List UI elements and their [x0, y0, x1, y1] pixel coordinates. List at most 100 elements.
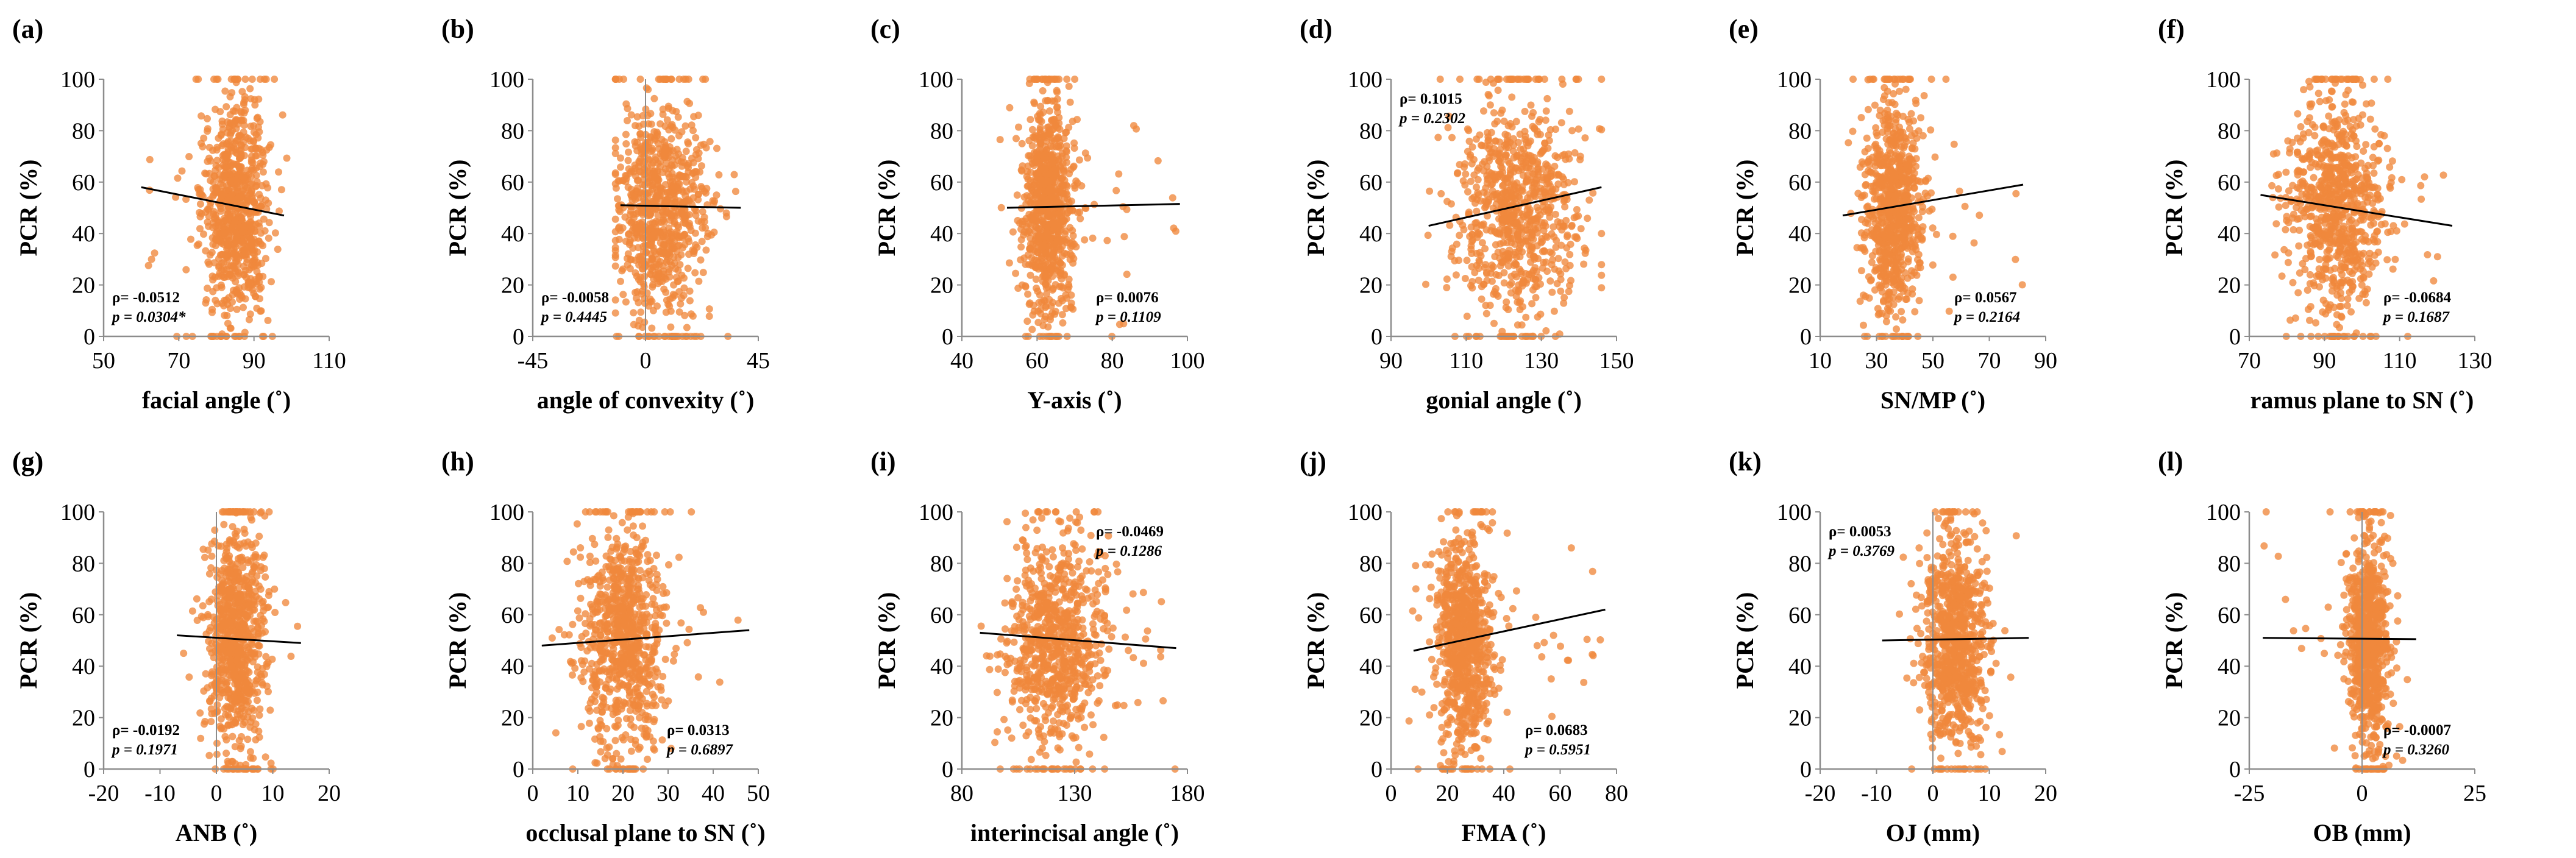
data-point	[1911, 308, 1919, 316]
data-point	[1518, 321, 1526, 329]
data-point	[268, 278, 275, 286]
data-point	[1915, 297, 1923, 305]
data-point	[624, 157, 632, 165]
data-point	[247, 241, 255, 248]
data-point	[1474, 166, 1482, 174]
data-point	[1484, 91, 1492, 98]
data-point	[240, 303, 247, 311]
data-point	[675, 224, 683, 232]
data-point	[2285, 219, 2293, 227]
data-point	[221, 170, 229, 178]
data-point	[1888, 157, 1896, 165]
data-point	[247, 156, 255, 164]
data-point	[2353, 189, 2361, 197]
data-point	[630, 214, 638, 222]
data-point	[686, 297, 694, 305]
data-point	[1562, 264, 1570, 272]
data-point	[1541, 140, 1549, 147]
data-point	[212, 214, 219, 222]
data-point	[1030, 216, 1037, 224]
data-point	[1882, 317, 1890, 325]
data-point	[1904, 255, 1912, 263]
data-point	[218, 193, 226, 200]
data-point	[1504, 306, 1512, 313]
data-point	[1873, 132, 1881, 140]
data-point	[1470, 155, 1478, 163]
data-point	[1554, 180, 1562, 188]
data-point	[1461, 163, 1468, 171]
data-point	[277, 186, 285, 194]
data-point	[702, 246, 710, 254]
data-point	[1491, 137, 1499, 145]
data-point	[1903, 185, 1911, 193]
data-point	[1886, 147, 1893, 155]
data-point	[1501, 130, 1509, 138]
data-point	[1529, 108, 1537, 116]
data-point	[684, 264, 692, 272]
data-point	[178, 167, 186, 175]
data-point	[196, 225, 204, 233]
data-point	[1577, 225, 1585, 233]
rho-annotation: ρ= 0.0567	[1954, 289, 2017, 306]
data-point	[1474, 176, 1482, 183]
data-point	[1949, 273, 1957, 281]
data-point	[2349, 243, 2357, 250]
data-point	[1030, 307, 1038, 315]
y-tick-label: 20	[1788, 273, 1812, 299]
data-point	[2374, 227, 2382, 235]
data-point	[1468, 143, 1476, 151]
data-point	[2328, 103, 2336, 111]
y-tick-label: 0	[942, 324, 953, 350]
data-points	[611, 76, 739, 340]
data-point	[691, 269, 699, 277]
data-point	[1872, 124, 1880, 132]
data-point	[2289, 278, 2297, 286]
data-point	[1504, 216, 1512, 224]
data-point	[1873, 172, 1881, 180]
data-point	[275, 168, 282, 176]
data-point	[1891, 141, 1899, 149]
panel-label: (a)	[12, 14, 43, 44]
data-point	[1039, 218, 1047, 226]
data-point	[1026, 271, 1034, 279]
data-point	[2274, 171, 2282, 179]
data-point	[2295, 242, 2303, 250]
data-point	[1012, 269, 1020, 277]
data-point	[1062, 235, 1070, 243]
data-point	[1047, 313, 1055, 321]
data-point	[1882, 135, 1890, 143]
data-point	[1034, 319, 1042, 327]
data-point	[215, 134, 222, 142]
data-point	[1915, 230, 1923, 238]
data-point	[2433, 253, 2441, 261]
data-point	[1890, 236, 1898, 244]
data-point	[1926, 207, 1934, 215]
data-point	[1961, 202, 1969, 210]
data-point	[1062, 147, 1070, 155]
data-point	[2349, 76, 2357, 83]
data-point	[2367, 221, 2375, 229]
data-point	[1598, 76, 1606, 83]
data-point	[1044, 283, 1052, 291]
data-point	[1901, 142, 1909, 150]
data-point	[625, 148, 632, 156]
data-point	[247, 95, 255, 103]
data-point	[1492, 271, 1500, 278]
data-point	[2341, 100, 2349, 108]
data-point	[2012, 255, 2019, 263]
data-point	[618, 267, 626, 275]
data-point	[2363, 169, 2371, 177]
data-point	[2333, 291, 2341, 299]
data-point	[1448, 133, 1456, 141]
data-point	[2383, 144, 2391, 152]
data-point	[1535, 76, 1543, 83]
data-point	[182, 196, 190, 203]
data-point	[224, 233, 232, 241]
data-point	[1864, 167, 1872, 175]
panel-label: (e)	[1729, 14, 1759, 44]
data-point	[653, 130, 661, 138]
data-point	[705, 313, 713, 320]
data-point	[1864, 202, 1872, 210]
data-point	[2370, 76, 2378, 83]
data-point	[2357, 159, 2365, 167]
